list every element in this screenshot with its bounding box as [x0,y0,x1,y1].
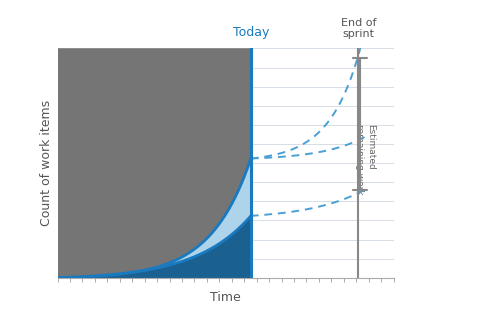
Text: Today: Today [233,26,269,39]
Text: End of
sprint: End of sprint [341,18,376,39]
Y-axis label: Count of work items: Count of work items [40,100,53,226]
X-axis label: Time: Time [210,291,241,304]
Text: Estimated
remaining work: Estimated remaining work [355,124,375,195]
